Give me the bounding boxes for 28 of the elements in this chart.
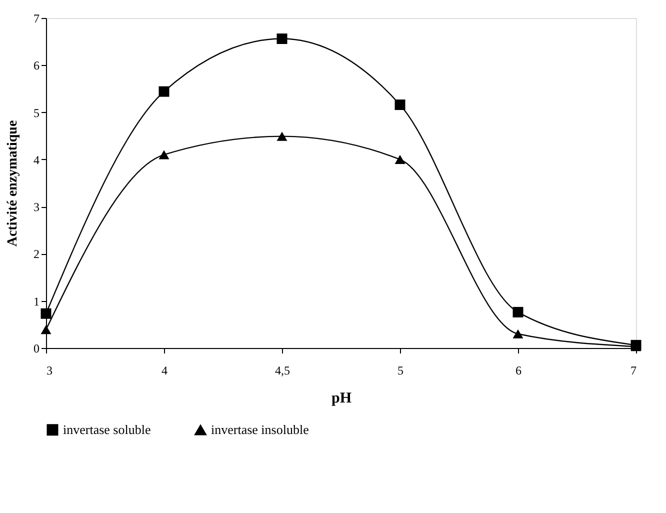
point bbox=[276, 132, 288, 141]
x-tick-label: 4,5 bbox=[275, 364, 290, 378]
point bbox=[158, 86, 170, 97]
y-tick-label: 6 bbox=[34, 58, 40, 73]
y-tick-label: 5 bbox=[34, 106, 40, 120]
point bbox=[512, 329, 524, 338]
x-axis-title: pH bbox=[331, 390, 352, 406]
y-tick-label: 3 bbox=[34, 200, 40, 214]
x-tick-label: 7 bbox=[630, 364, 636, 378]
point bbox=[276, 34, 288, 44]
y-tick-label: 4 bbox=[34, 152, 40, 167]
point bbox=[158, 150, 170, 160]
y-tick-label: 2 bbox=[34, 247, 40, 262]
point bbox=[40, 325, 52, 334]
x-tick-label: 3 bbox=[46, 364, 52, 378]
y-tick-label: 0 bbox=[34, 342, 40, 356]
point bbox=[40, 308, 52, 319]
point bbox=[512, 306, 524, 318]
y-tick-label: 7 bbox=[34, 12, 40, 26]
point bbox=[394, 100, 406, 110]
y-tick-label: 1 bbox=[34, 294, 40, 308]
x-tick-label: 5 bbox=[398, 364, 404, 378]
y-axis-title: Activité enzymatique bbox=[6, 120, 20, 247]
x-tick-label: 4 bbox=[162, 364, 168, 378]
legend-label: invertase soluble bbox=[63, 422, 151, 437]
legend-label: invertase insoluble bbox=[211, 422, 310, 438]
x-tick-label: 6 bbox=[516, 364, 522, 378]
point bbox=[394, 154, 406, 164]
